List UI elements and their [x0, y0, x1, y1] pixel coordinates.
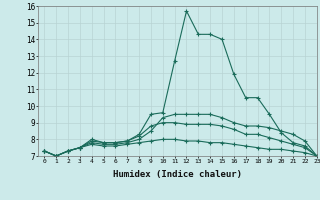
X-axis label: Humidex (Indice chaleur): Humidex (Indice chaleur) — [113, 170, 242, 179]
